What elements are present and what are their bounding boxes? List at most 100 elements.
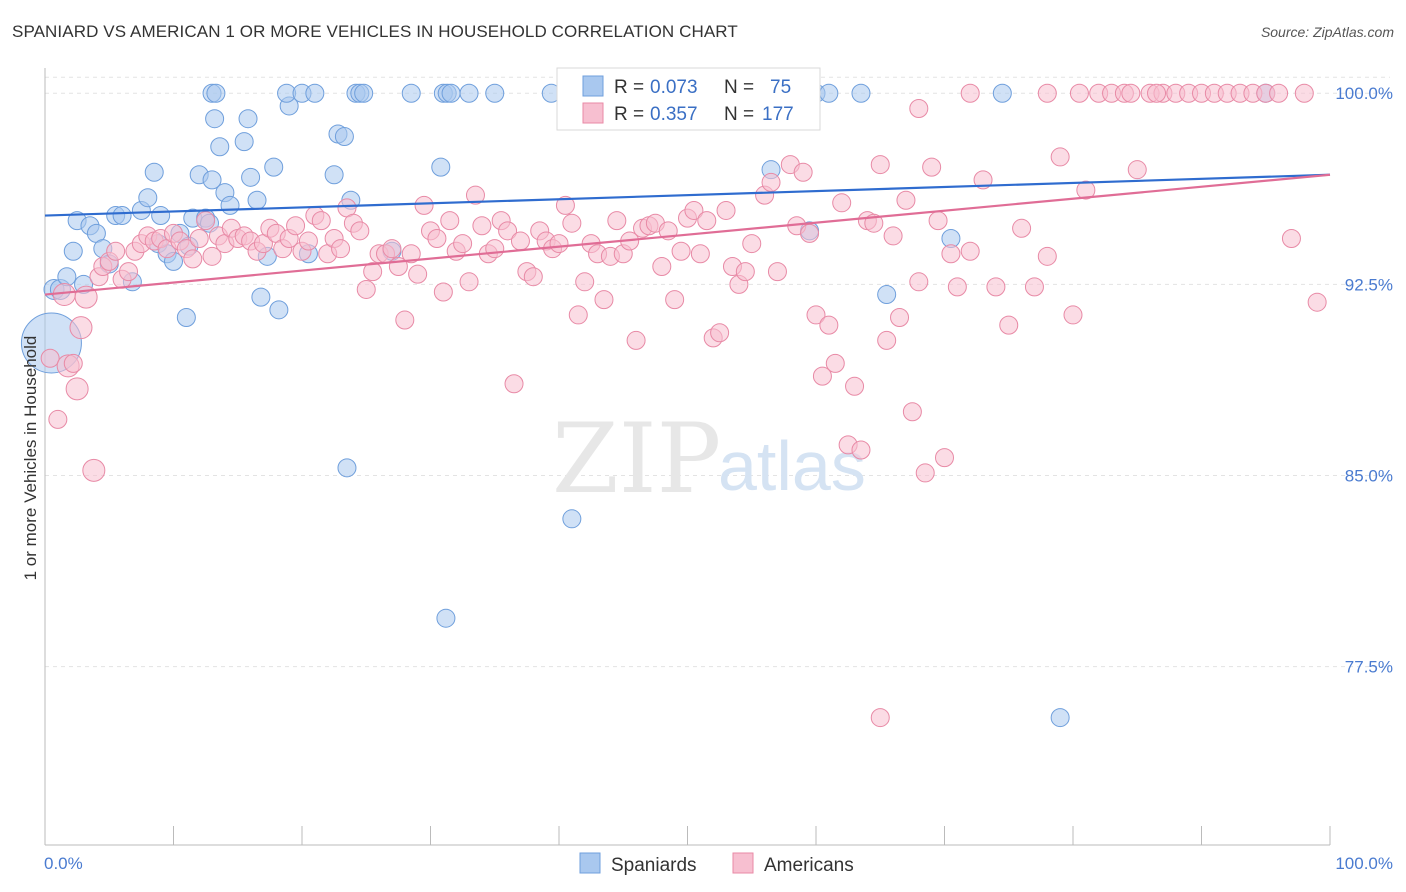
american-point <box>909 99 929 119</box>
american-point <box>106 241 126 261</box>
american-point <box>941 244 961 264</box>
american-point <box>825 353 845 373</box>
american-point <box>594 290 614 310</box>
american-point <box>870 708 890 728</box>
american-point <box>742 234 762 254</box>
american-point <box>459 272 479 292</box>
american-point <box>549 234 569 254</box>
spaniard-point <box>206 83 226 103</box>
american-point <box>1050 147 1070 167</box>
spaniard-point <box>202 170 222 190</box>
american-point <box>973 170 993 190</box>
y-tick-label: 77.5% <box>1345 658 1393 677</box>
spaniard-point <box>241 167 261 187</box>
american-point <box>48 409 68 429</box>
american-point <box>69 316 93 340</box>
american-point <box>356 279 376 299</box>
chart-title: SPANIARD VS AMERICAN 1 OR MORE VEHICLES … <box>12 22 738 41</box>
american-point <box>498 221 518 241</box>
legend-r-label: R = <box>614 104 644 125</box>
spaniard-point <box>562 509 582 529</box>
american-point <box>427 228 447 248</box>
american-point <box>845 376 865 396</box>
spaniard-point <box>57 267 77 287</box>
spaniard-point <box>112 206 132 226</box>
spaniard-point <box>269 300 289 320</box>
american-point <box>196 211 216 231</box>
american-point <box>935 448 954 468</box>
x-tick-labels: 0.0% 100.0% <box>44 854 1393 873</box>
american-point <box>735 262 755 282</box>
american-point <box>82 458 106 482</box>
american-point <box>896 190 916 210</box>
american-point <box>812 366 832 386</box>
american-point <box>690 244 710 264</box>
american-point <box>1127 160 1147 180</box>
american-point <box>119 262 139 282</box>
american-point <box>883 226 903 246</box>
spaniard-point <box>337 458 357 478</box>
american-point <box>761 172 781 192</box>
american-point <box>414 195 434 215</box>
legend-n-label: N = <box>724 104 754 125</box>
american-point <box>485 239 505 259</box>
source-label: Source: ZipAtlas.com <box>1260 24 1394 40</box>
american-point <box>65 377 89 401</box>
american-point <box>832 193 852 213</box>
x-tick-label: 0.0% <box>44 854 83 873</box>
spaniard-point <box>436 608 456 628</box>
american-point <box>465 185 485 205</box>
spaniard-point <box>401 83 421 103</box>
spaniard-point <box>851 83 871 103</box>
american-point <box>652 257 672 277</box>
american-point <box>793 162 813 182</box>
legend-n-value: 75 <box>770 77 791 98</box>
y-tick-labels: 100.0% 92.5% 85.0% 77.5% <box>1335 84 1393 676</box>
american-point <box>298 231 318 251</box>
american-point <box>1063 305 1083 325</box>
american-trend-line <box>44 173 1331 296</box>
american-point <box>986 277 1006 297</box>
spaniard-point <box>151 206 171 226</box>
american-point <box>575 272 595 292</box>
spaniard-point <box>220 195 240 215</box>
watermark-zip: ZIP <box>552 403 721 515</box>
bottom-legend-label-spaniards: Spaniards <box>611 855 697 876</box>
legend-r-label: R = <box>614 77 644 98</box>
american-point <box>1281 228 1301 248</box>
legend-swatch-spaniards <box>582 75 604 97</box>
american-point <box>504 374 524 394</box>
spaniard-point <box>264 157 284 177</box>
legend: R = 0.073 N = 75 R = 0.357 N = 177 <box>556 67 821 131</box>
american-point <box>1121 83 1141 103</box>
spaniard-point <box>877 285 897 305</box>
spaniard-point <box>334 127 354 147</box>
american-point <box>607 211 627 231</box>
american-point <box>183 249 203 269</box>
american-point <box>716 200 736 220</box>
american-point <box>922 157 942 177</box>
american-point <box>433 282 453 302</box>
y-tick-label: 92.5% <box>1345 275 1393 294</box>
american-point <box>555 195 575 215</box>
spaniard-point <box>305 83 325 103</box>
bottom-legend-swatch-americans <box>732 852 754 874</box>
spaniard-point <box>819 83 839 103</box>
spaniard-point <box>205 109 225 129</box>
american-point <box>902 402 922 422</box>
american-point <box>890 307 910 327</box>
american-point <box>350 221 370 241</box>
american-point <box>851 440 871 460</box>
spaniard-point <box>485 83 505 103</box>
bottom-legend-swatch-spaniards <box>579 852 601 874</box>
american-point <box>1024 277 1044 297</box>
spaniard-point <box>176 307 196 327</box>
y-tick-label: 85.0% <box>1345 466 1393 485</box>
american-point <box>626 330 646 350</box>
american-point <box>800 223 820 243</box>
y-tick-label: 100.0% <box>1335 84 1393 103</box>
spaniard-point <box>324 165 344 185</box>
spaniard-point <box>234 132 254 152</box>
spaniard-point <box>210 137 230 157</box>
